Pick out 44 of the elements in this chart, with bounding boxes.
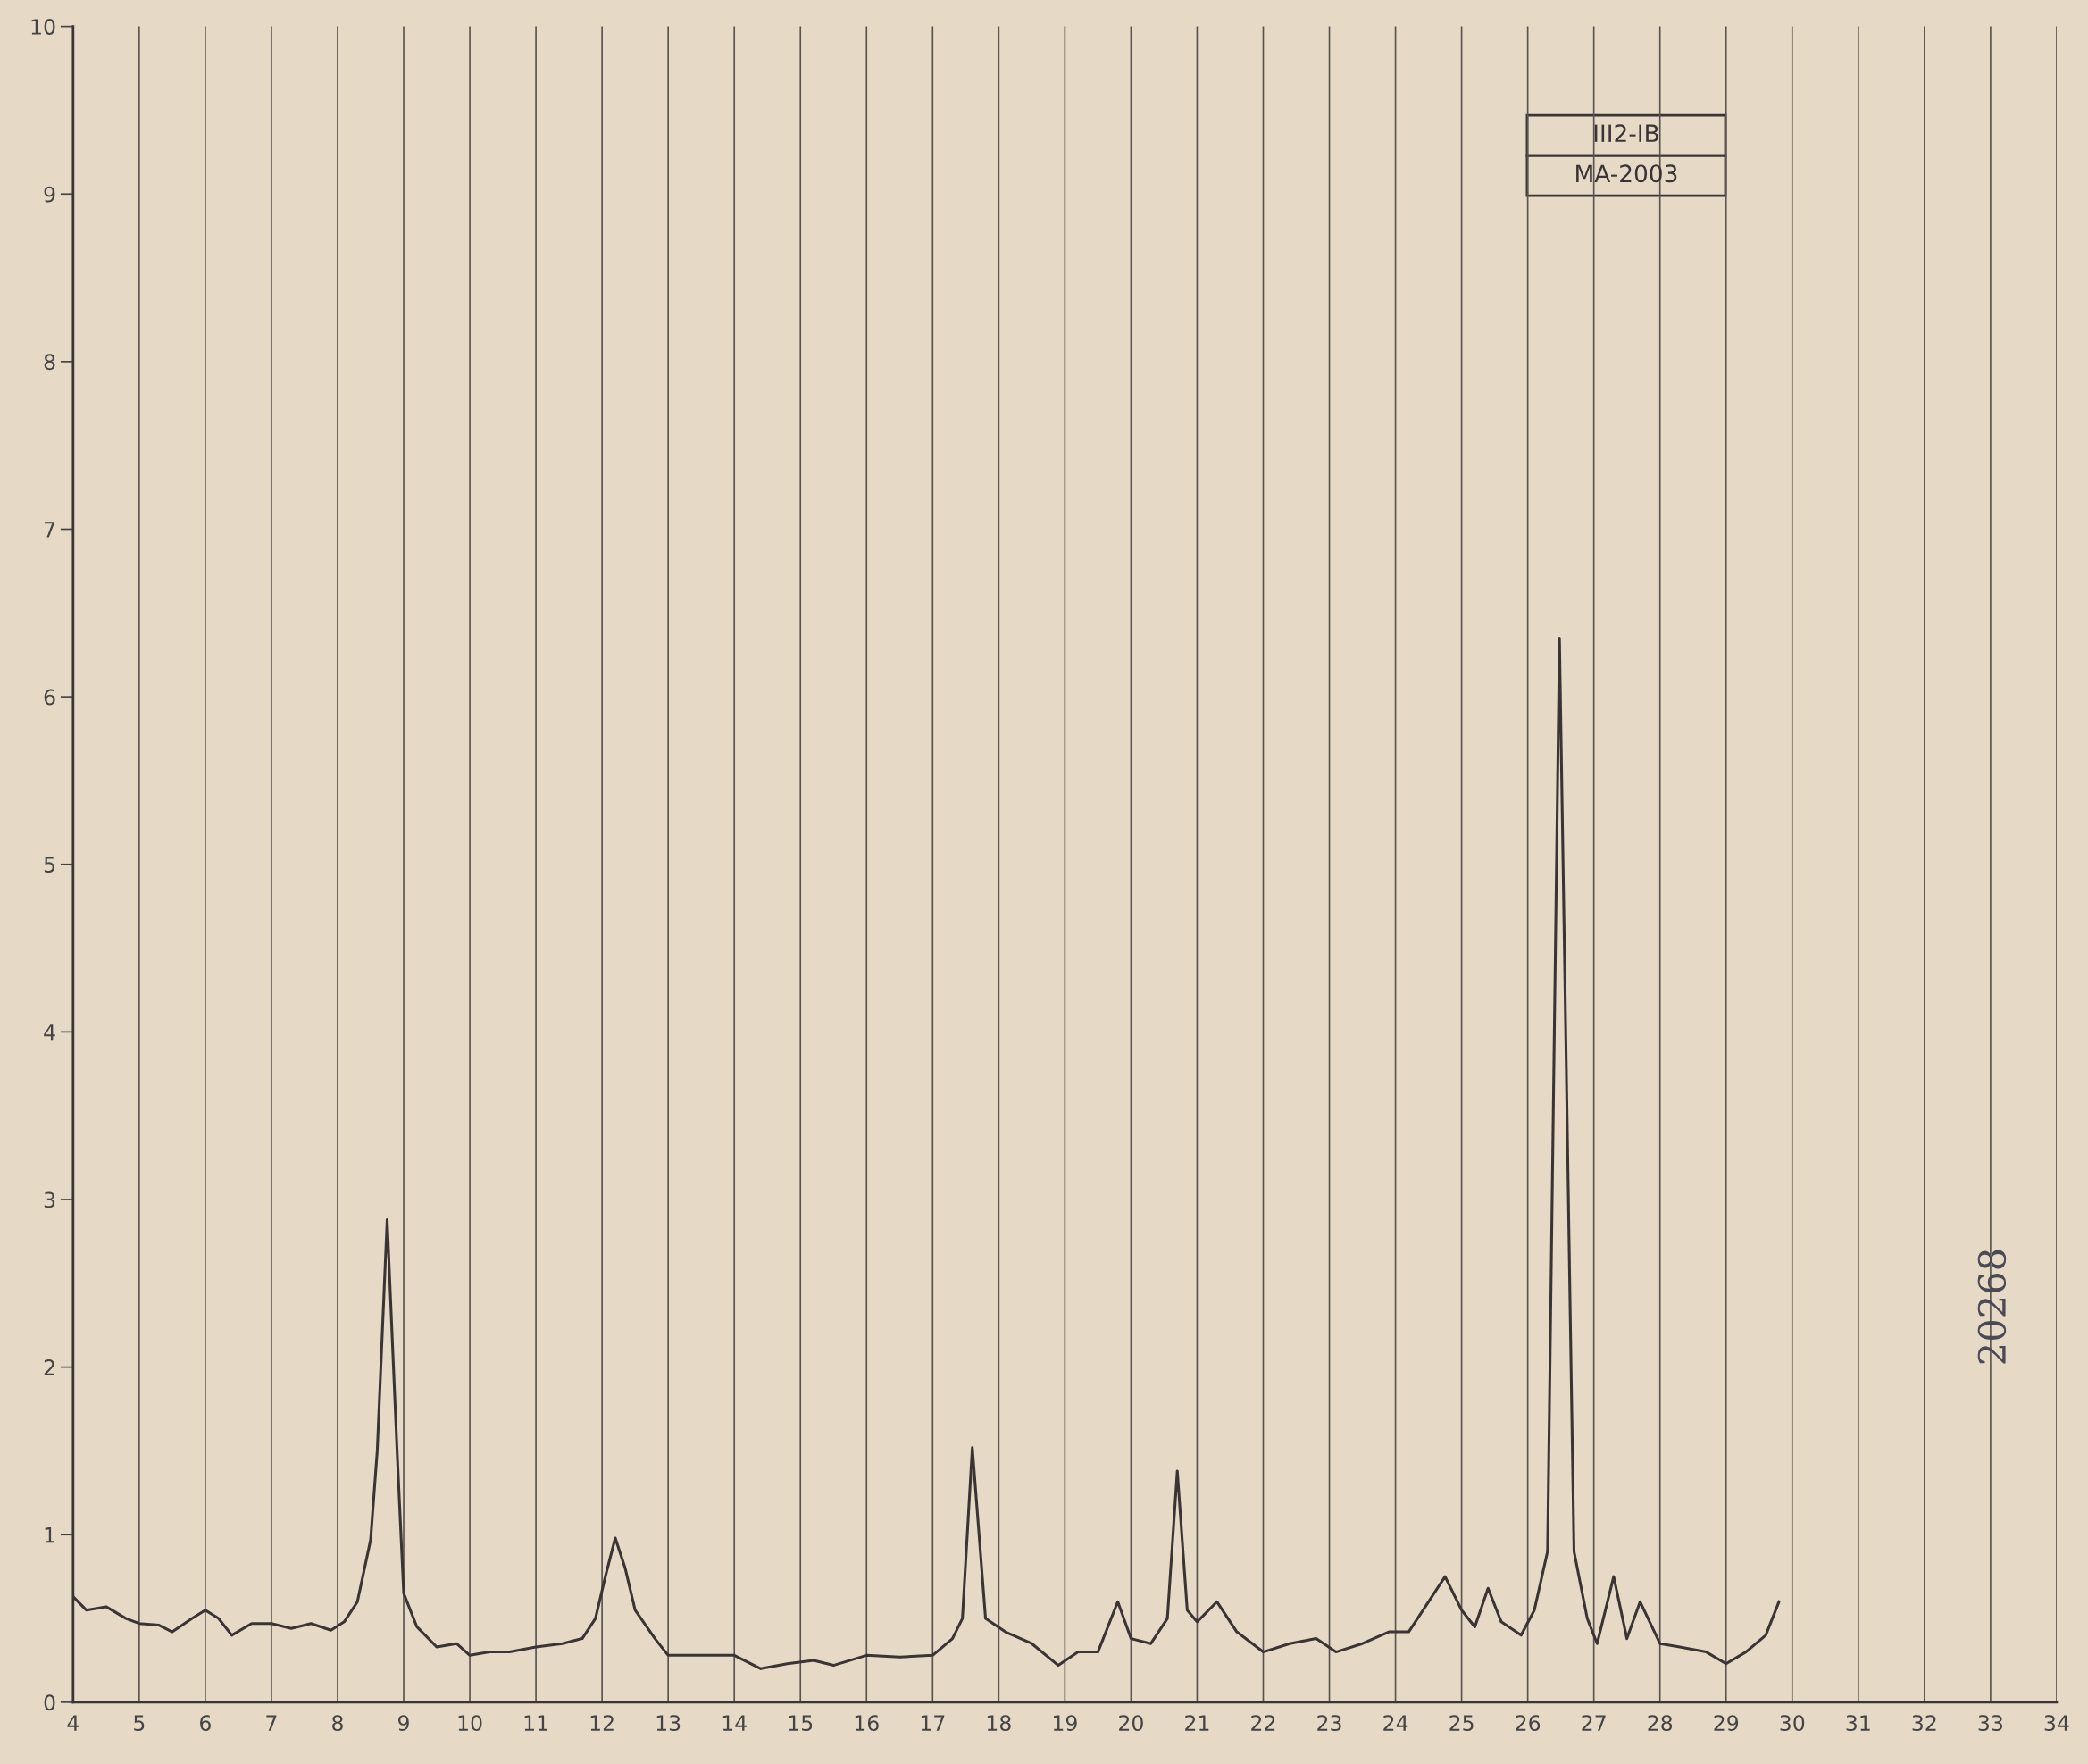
x-tick-label: 21 xyxy=(1185,1715,1209,1731)
y-tick-label: 8 xyxy=(44,354,55,371)
y-tick-label: 1 xyxy=(45,1527,54,1543)
x-tick-label: 20 xyxy=(1119,1715,1143,1732)
x-tick-label: 5 xyxy=(134,1715,145,1732)
x-tick-label: 22 xyxy=(1251,1715,1275,1731)
x-tick-label: 30 xyxy=(1780,1715,1805,1732)
x-tick-label: 25 xyxy=(1449,1715,1474,1732)
y-tick-label: 0 xyxy=(44,1694,55,1711)
y-tick-label: 7 xyxy=(44,522,55,538)
x-tick-label: 18 xyxy=(987,1715,1011,1732)
y-tick-label: 6 xyxy=(44,689,55,706)
x-tick-label: 29 xyxy=(1714,1715,1739,1732)
x-tick-label: 12 xyxy=(590,1715,614,1731)
x-tick-label: 33 xyxy=(1978,1715,2003,1732)
x-tick-label: 34 xyxy=(2044,1715,2069,1732)
y-tick-label: 9 xyxy=(44,186,55,203)
x-tick-label: 32 xyxy=(1912,1715,1936,1732)
x-tick-label: 23 xyxy=(1317,1715,1341,1732)
annotation: III2-IB xyxy=(1594,124,1658,142)
x-tick-label: 26 xyxy=(1516,1715,1541,1732)
x-tick-label: 17 xyxy=(921,1715,945,1731)
x-tick-label: 13 xyxy=(656,1715,681,1732)
x-tick-label: 24 xyxy=(1383,1715,1408,1731)
x-tick-label: 15 xyxy=(789,1715,813,1732)
x-tick-label: 10 xyxy=(458,1715,482,1732)
x-tick-label: 19 xyxy=(1053,1715,1077,1732)
y-tick-label: 5 xyxy=(44,857,55,874)
x-tick-label: 9 xyxy=(397,1715,409,1732)
x-tick-label: 16 xyxy=(855,1715,879,1732)
y-tick-label: 2 xyxy=(44,1359,54,1375)
x-tick-label: 7 xyxy=(266,1715,277,1731)
annotation: 20268 xyxy=(1977,1250,2007,1364)
y-tick-label: 3 xyxy=(44,1191,55,1208)
x-tick-label: 31 xyxy=(1846,1715,1870,1732)
x-tick-label: 27 xyxy=(1582,1715,1606,1731)
x-tick-label: 4 xyxy=(67,1715,79,1731)
y-tick-label: 10 xyxy=(31,19,55,35)
x-tick-label: 28 xyxy=(1648,1715,1673,1732)
y-tick-label: 4 xyxy=(44,1024,55,1041)
x-tick-label: 14 xyxy=(722,1715,747,1731)
x-tick-label: 6 xyxy=(200,1715,211,1732)
x-tick-label: 8 xyxy=(332,1715,343,1732)
x-tick-label: 11 xyxy=(524,1715,547,1731)
